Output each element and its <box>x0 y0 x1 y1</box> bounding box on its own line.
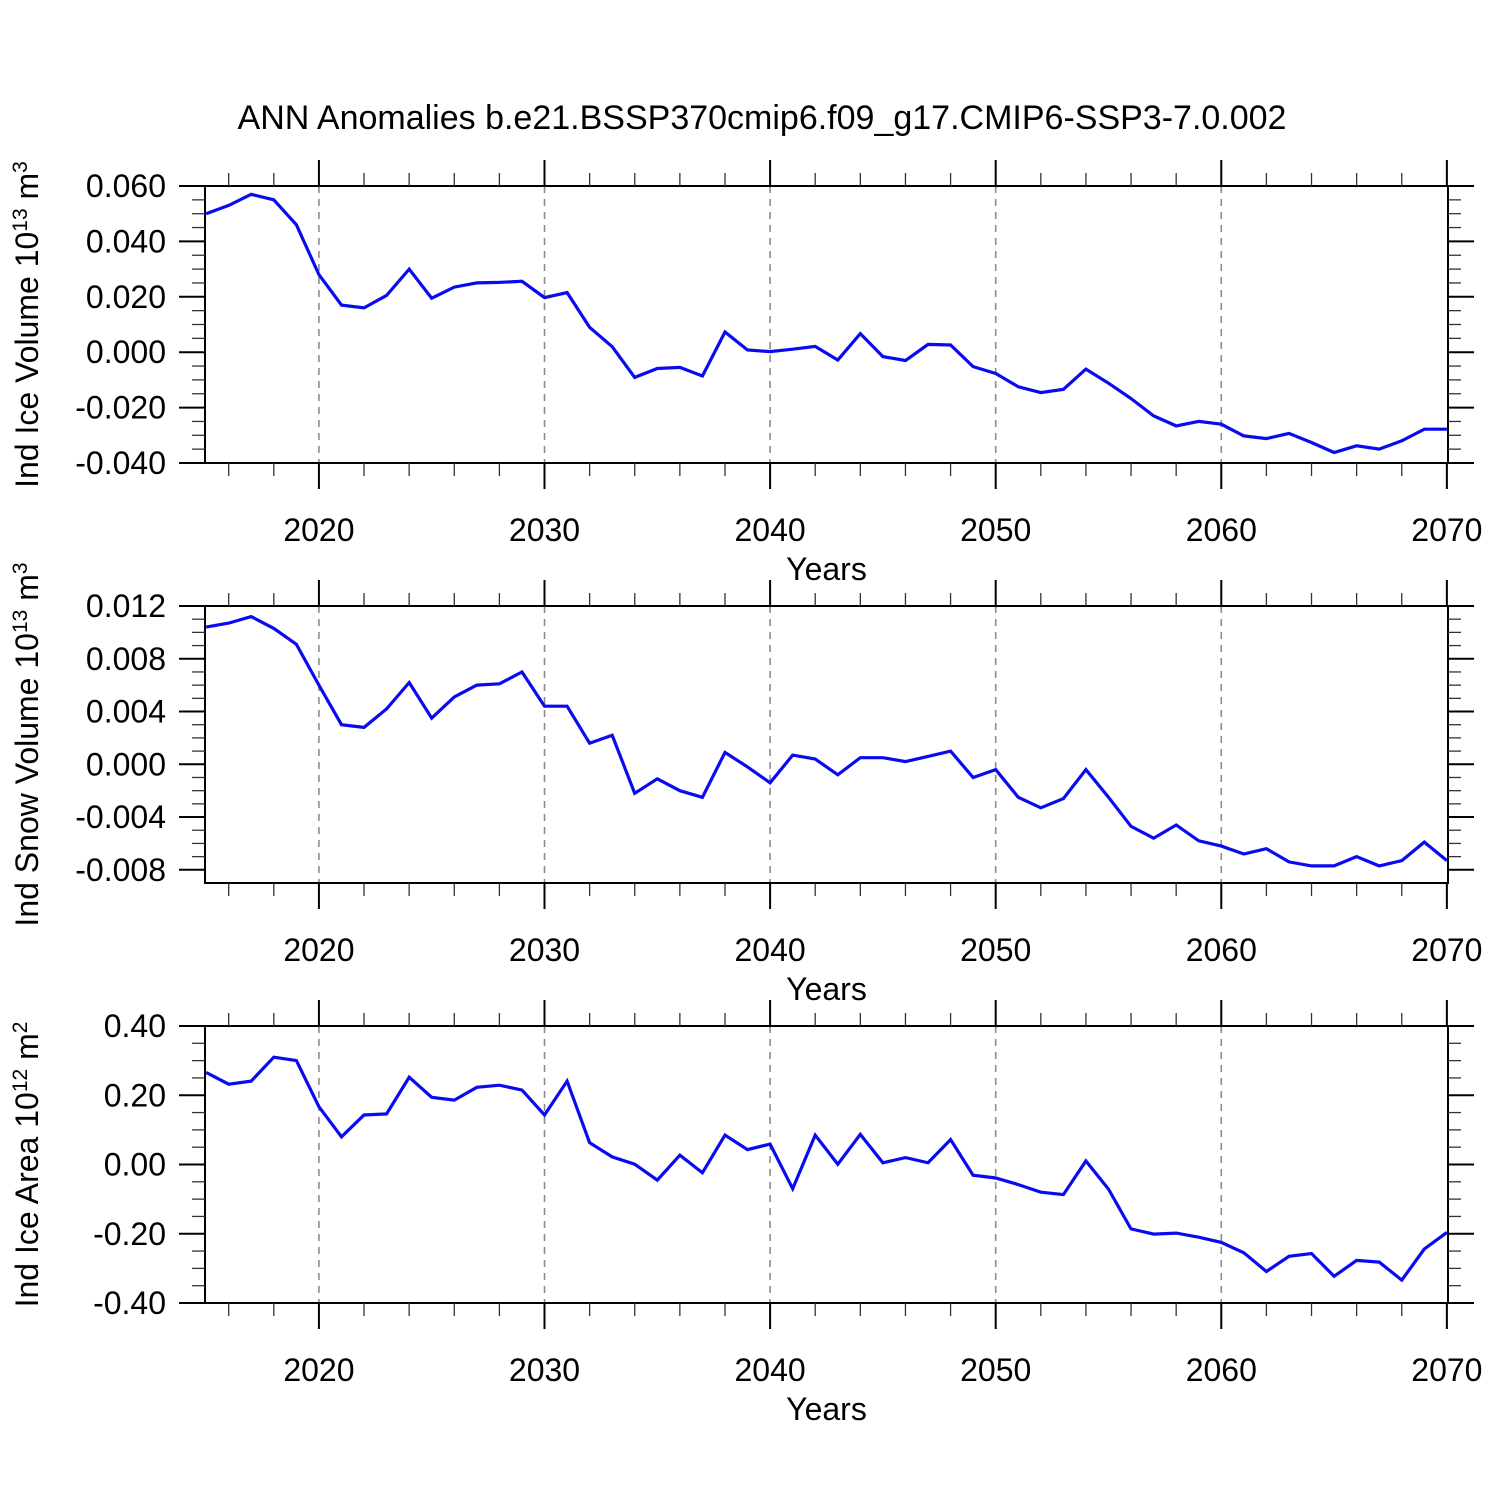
x-tick-label: 2040 <box>735 512 806 548</box>
y-tick-label: -0.040 <box>75 445 166 481</box>
y-tick-label: 0.020 <box>86 279 166 315</box>
x-tick-label: 2020 <box>283 512 354 548</box>
x-tick-label: 2070 <box>1411 1352 1482 1388</box>
x-tick-label: 2070 <box>1411 512 1482 548</box>
x-tick-label: 2030 <box>509 512 580 548</box>
data-line-ind-ice-area <box>205 1055 1448 1283</box>
x-tick-label: 2020 <box>283 1352 354 1388</box>
x-tick-label: 2050 <box>960 932 1031 968</box>
y-tick-label: -0.20 <box>93 1216 166 1252</box>
y-axis-title-exponent: 13 <box>9 208 32 231</box>
data-line-ind-ice-volume <box>205 192 1447 455</box>
x-tick-label: 2060 <box>1186 512 1257 548</box>
x-tick-label: 2040 <box>735 932 806 968</box>
x-axis-title: Years <box>786 1391 867 1427</box>
y-tick-label: 0.00 <box>104 1147 166 1183</box>
x-tick-label: 2030 <box>509 1352 580 1388</box>
y-axis-title-text: m <box>9 1033 45 1069</box>
y-axis-title-exponent: 3 <box>9 562 32 574</box>
y-tick-label: 0.008 <box>86 641 166 677</box>
x-tick-label: 2030 <box>509 932 580 968</box>
y-axis-title-text: m <box>9 173 45 209</box>
y-axis-title-text: m <box>9 574 45 610</box>
y-tick-label: 0.040 <box>86 223 166 259</box>
y-axis-title-text: Ind Ice Area 10 <box>9 1092 45 1307</box>
panel-ind-ice-volume: 2020 2030 2040 2050 2060 2070 0.060 0.040 0.020 0… <box>9 160 1482 587</box>
y-tick-label: 0.000 <box>86 334 166 370</box>
y-axis-title-exponent: 3 <box>9 161 32 173</box>
y-axis-title-exponent: 12 <box>9 1069 32 1092</box>
data-line-ind-snow-volume <box>205 614 1448 868</box>
x-tick-label: 2050 <box>960 1352 1031 1388</box>
x-axis-title: Years <box>786 551 867 587</box>
y-axis-title: Ind Ice Area 1012 m2 <box>9 1022 45 1308</box>
y-axis-title-exponent: 2 <box>9 1022 32 1034</box>
x-tick-label: 2060 <box>1186 932 1257 968</box>
panel-ind-snow-volume: 2020 2030 2040 2050 2060 2070 0.012 0.008 0.004 0… <box>9 562 1482 1007</box>
y-tick-label: 0.20 <box>104 1077 166 1113</box>
x-axis-title: Years <box>786 971 867 1007</box>
plot-frame <box>204 605 1449 884</box>
panel-ind-ice-area: 2020 2030 2040 2050 2060 2070 0.40 0.20 0.00 -0.2… <box>9 1000 1482 1427</box>
y-axis-title-text: Ind Ice Volume 10 <box>9 232 45 488</box>
x-tick-label: 2050 <box>960 512 1031 548</box>
y-tick-label: -0.020 <box>75 390 166 426</box>
chart-title: ANN Anomalies b.e21.BSSP370cmip6.f09_g17… <box>237 99 1287 137</box>
y-tick-label: 0.004 <box>86 694 166 730</box>
y-axis-title-exponent: 13 <box>9 610 32 633</box>
y-axis-title-text: Ind Snow Volume 10 <box>9 633 45 927</box>
y-tick-label: 0.060 <box>86 168 166 204</box>
y-axis-title: Ind Ice Volume 1013 m3 <box>9 161 45 488</box>
x-tick-label: 2020 <box>283 932 354 968</box>
y-tick-label: 0.40 <box>104 1008 166 1044</box>
y-axis-title: Ind Snow Volume 1013 m3 <box>9 562 45 926</box>
x-tick-label: 2070 <box>1411 932 1482 968</box>
x-tick-label: 2040 <box>735 1352 806 1388</box>
y-tick-label: 0.000 <box>86 746 166 782</box>
y-tick-label: -0.40 <box>93 1285 166 1321</box>
x-tick-label: 2060 <box>1186 1352 1257 1388</box>
y-tick-label: -0.004 <box>75 799 166 835</box>
y-tick-label: 0.012 <box>86 588 166 624</box>
plot-frame <box>204 1025 1449 1304</box>
y-tick-label: -0.008 <box>75 852 166 888</box>
plot-frame <box>204 185 1449 464</box>
